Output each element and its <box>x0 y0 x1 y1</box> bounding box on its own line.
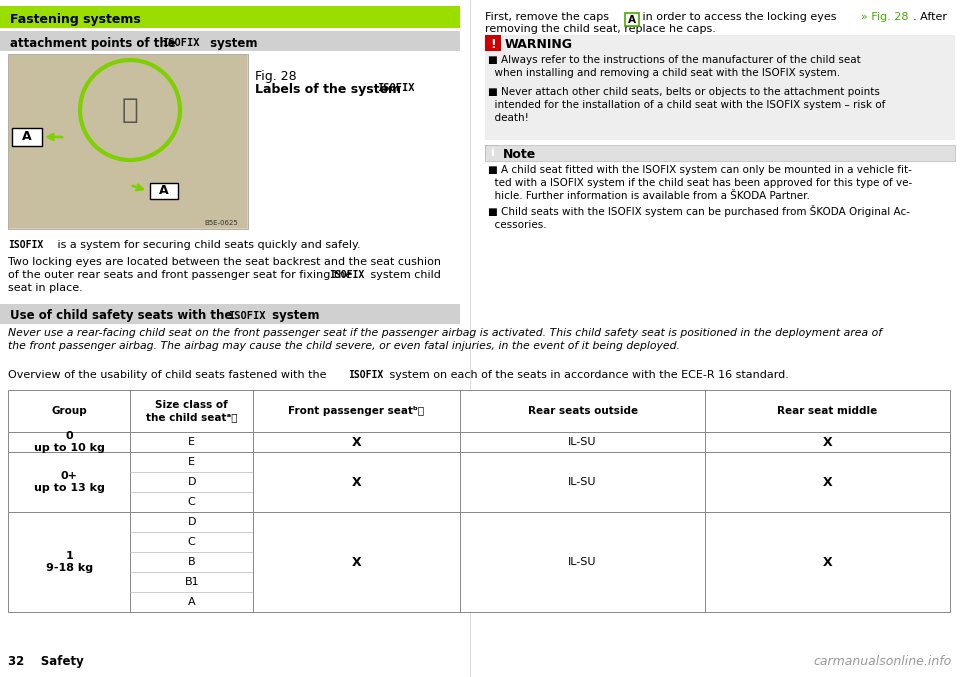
Text: system: system <box>206 37 257 49</box>
Text: First, remove the caps: First, remove the caps <box>485 12 612 22</box>
Bar <box>8 390 950 432</box>
Text: Two locking eyes are located between the seat backrest and the seat cushion
of t: Two locking eyes are located between the… <box>8 257 441 280</box>
Text: X: X <box>823 475 832 489</box>
Text: Never use a rear-facing child seat on the front passenger seat if the passenger : Never use a rear-facing child seat on th… <box>8 328 882 351</box>
Text: A: A <box>628 15 636 25</box>
Text: ■ Always refer to the instructions of the manufacturer of the child seat
  when : ■ Always refer to the instructions of th… <box>488 55 861 79</box>
Text: C: C <box>188 497 196 507</box>
Text: attachment points of the: attachment points of the <box>10 37 180 49</box>
Bar <box>485 35 955 140</box>
Text: Overview of the usability of child seats fastened with the: Overview of the usability of child seats… <box>8 370 330 380</box>
Text: Note: Note <box>503 148 537 160</box>
Text: is a system for securing child seats quickly and safely.: is a system for securing child seats qui… <box>54 240 361 250</box>
Text: X: X <box>823 556 832 569</box>
Text: D: D <box>187 477 196 487</box>
Text: 0+
up to 13 kg: 0+ up to 13 kg <box>34 471 105 493</box>
Bar <box>625 13 639 26</box>
Bar <box>485 145 955 161</box>
Text: B5E-0625: B5E-0625 <box>204 220 238 226</box>
Bar <box>150 183 178 199</box>
Text: 0
up to 10 kg: 0 up to 10 kg <box>34 431 105 453</box>
Text: Size class of
the child seatᵃ⧳: Size class of the child seatᵃ⧳ <box>146 400 237 422</box>
Text: A: A <box>159 185 169 198</box>
Text: seat in place.: seat in place. <box>8 283 83 293</box>
Bar <box>0 304 460 324</box>
Text: IL-SU: IL-SU <box>568 437 597 447</box>
Bar <box>12 128 42 146</box>
Bar <box>9 55 247 228</box>
Bar <box>12 128 42 146</box>
Text: ■ Child seats with the ISOFIX system can be purchased from ŠKODA Original Ac-
  : ■ Child seats with the ISOFIX system can… <box>488 205 910 230</box>
Text: IL-SU: IL-SU <box>568 557 597 567</box>
Text: B1: B1 <box>184 577 199 587</box>
Bar <box>485 35 501 51</box>
Bar <box>150 183 178 199</box>
Text: ISOFIX: ISOFIX <box>348 370 383 380</box>
Text: E: E <box>188 457 195 467</box>
Bar <box>485 145 499 159</box>
Text: carmanualsonline.info: carmanualsonline.info <box>814 655 952 668</box>
Text: IL-SU: IL-SU <box>568 477 597 487</box>
Text: X: X <box>351 435 361 448</box>
Text: B: B <box>188 557 196 567</box>
Text: in order to access the locking eyes: in order to access the locking eyes <box>639 12 836 22</box>
Text: Rear seats outside: Rear seats outside <box>528 406 637 416</box>
Text: A: A <box>188 597 196 607</box>
Bar <box>8 512 950 612</box>
Text: ⛹: ⛹ <box>122 96 138 124</box>
Text: » Fig. 28: » Fig. 28 <box>861 12 908 22</box>
Text: 32    Safety: 32 Safety <box>8 655 84 668</box>
Text: system on each of the seats in accordance with the ECE-R 16 standard.: system on each of the seats in accordanc… <box>386 370 789 380</box>
Bar <box>8 452 950 512</box>
Text: Rear seat middle: Rear seat middle <box>778 406 877 416</box>
Text: Labels of the system: Labels of the system <box>255 83 405 96</box>
Text: ISOFIX: ISOFIX <box>8 240 43 250</box>
Text: 1
9-18 kg: 1 9-18 kg <box>46 551 93 573</box>
Text: X: X <box>351 556 361 569</box>
Text: Group: Group <box>51 406 87 416</box>
Text: !: ! <box>491 37 496 51</box>
Text: A: A <box>22 131 32 144</box>
Text: ■ Never attach other child seats, belts or objects to the attachment points
  in: ■ Never attach other child seats, belts … <box>488 87 885 123</box>
Text: D: D <box>187 517 196 527</box>
Text: system child: system child <box>367 270 441 280</box>
Bar <box>0 31 460 51</box>
Text: ISOFIX: ISOFIX <box>228 311 266 321</box>
Text: ISOFIX: ISOFIX <box>377 83 415 93</box>
Text: E: E <box>188 437 195 447</box>
Text: Use of child safety seats with the: Use of child safety seats with the <box>10 309 236 322</box>
Text: system: system <box>268 309 320 322</box>
Text: C: C <box>188 537 196 547</box>
Bar <box>8 54 248 229</box>
Text: . After: . After <box>913 12 947 22</box>
Text: ISOFIX: ISOFIX <box>162 38 200 48</box>
Text: ■ A child seat fitted with the ISOFIX system can only be mounted in a vehicle fi: ■ A child seat fitted with the ISOFIX sy… <box>488 165 912 201</box>
Text: Front passenger seatᵇ⧳: Front passenger seatᵇ⧳ <box>288 406 424 416</box>
Text: WARNING: WARNING <box>505 39 573 51</box>
Text: Fastening systems: Fastening systems <box>10 14 141 26</box>
Text: removing the child seat, replace he caps.: removing the child seat, replace he caps… <box>485 24 716 34</box>
Bar <box>8 432 950 452</box>
Text: i: i <box>491 148 493 158</box>
Text: Fig. 28: Fig. 28 <box>255 70 297 83</box>
Text: ISOFIX: ISOFIX <box>329 270 364 280</box>
Text: X: X <box>823 435 832 448</box>
Text: X: X <box>351 475 361 489</box>
Bar <box>0 6 460 28</box>
